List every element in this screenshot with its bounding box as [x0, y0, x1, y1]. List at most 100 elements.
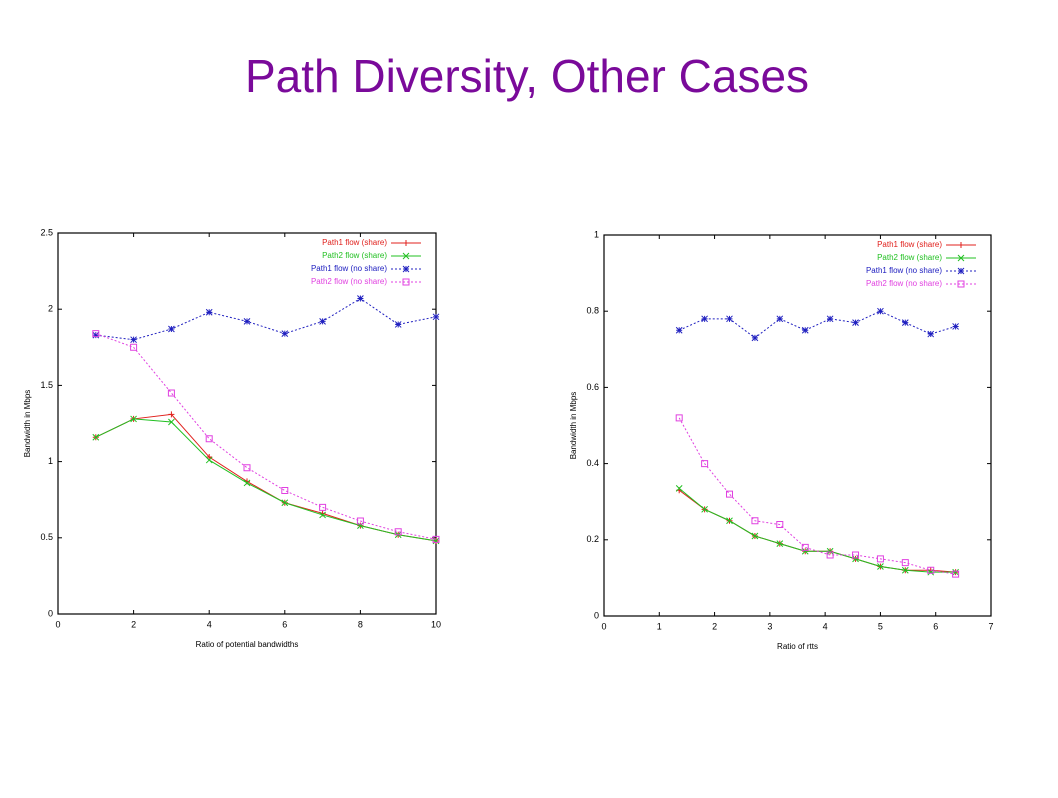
legend-label: Path2 flow (no share) — [866, 279, 942, 288]
x-axis-label: Ratio of rtts — [777, 642, 818, 651]
marker — [243, 318, 251, 325]
marker — [675, 326, 683, 334]
marker — [877, 307, 884, 315]
y-tick-label: 0.6 — [586, 382, 599, 392]
slide-title: Path Diversity, Other Cases — [245, 50, 809, 102]
y-tick-label: 2 — [48, 304, 53, 314]
marker — [281, 499, 289, 507]
marker — [701, 460, 709, 468]
marker — [281, 487, 289, 495]
marker — [852, 551, 860, 559]
marker — [927, 566, 935, 574]
plot-frame — [603, 234, 992, 617]
x-tick-label: 4 — [823, 621, 828, 631]
marker — [826, 315, 834, 323]
y-tick-label: 0 — [594, 610, 599, 620]
legend-label: Path2 flow (share) — [877, 253, 942, 262]
marker — [205, 308, 213, 316]
marker — [402, 265, 410, 273]
series-line — [95, 413, 437, 542]
legend-label: Path1 flow (share) — [877, 240, 942, 249]
x-tick-label: 2 — [131, 619, 136, 629]
y-tick-label: 0 — [48, 608, 53, 618]
series-line — [678, 489, 956, 573]
marker — [801, 547, 809, 555]
marker — [776, 521, 784, 529]
marker — [901, 319, 909, 326]
marker — [394, 321, 402, 328]
marker — [394, 528, 402, 536]
marker — [168, 418, 175, 426]
marker — [319, 511, 326, 519]
marker — [130, 343, 138, 351]
legend-label: Path1 flow (no share) — [866, 266, 942, 275]
marker — [852, 555, 859, 563]
marker — [776, 315, 784, 323]
x-tick-label: 0 — [601, 621, 606, 631]
marker — [958, 242, 964, 248]
x-tick-label: 4 — [207, 619, 212, 629]
x-tick-label: 7 — [988, 621, 993, 631]
marker — [168, 325, 175, 333]
marker — [167, 389, 175, 397]
marker — [701, 315, 708, 323]
marker — [402, 252, 410, 260]
marker — [205, 435, 213, 443]
marker — [751, 532, 759, 540]
marker — [402, 278, 410, 286]
marker — [243, 464, 251, 472]
marker — [957, 254, 965, 262]
marker — [927, 568, 935, 576]
series-line — [678, 487, 956, 573]
marker — [356, 517, 364, 525]
legend-label: Path2 flow (share) — [322, 251, 387, 260]
marker — [776, 540, 784, 547]
y-tick-label: 0.2 — [586, 534, 599, 544]
marker — [319, 503, 327, 511]
series-line — [678, 310, 956, 339]
marker — [432, 537, 440, 545]
marker — [432, 535, 440, 543]
x-tick-label: 8 — [358, 619, 363, 629]
marker — [725, 490, 733, 498]
series-line — [95, 418, 437, 542]
marker — [751, 517, 759, 525]
y-tick-label: 0.8 — [586, 306, 599, 316]
y-axis-label: Bandwidth in Mbps — [23, 390, 32, 458]
marker — [92, 330, 100, 338]
marker — [901, 559, 909, 567]
marker — [92, 433, 100, 441]
marker — [826, 551, 834, 559]
y-tick-label: 0.5 — [40, 532, 53, 542]
legend-label: Path2 flow (no share) — [311, 277, 387, 286]
y-tick-label: 1 — [48, 456, 53, 466]
marker — [701, 505, 708, 513]
x-tick-label: 2 — [712, 621, 717, 631]
marker — [751, 334, 759, 342]
marker — [801, 543, 809, 551]
y-axis-label: Bandwidth in Mbps — [569, 392, 578, 460]
marker — [901, 566, 909, 574]
marker — [168, 411, 175, 418]
marker — [403, 240, 409, 246]
series-line — [95, 333, 437, 540]
marker — [952, 570, 960, 578]
x-axis-label: Ratio of potential bandwidths — [196, 640, 299, 649]
marker — [876, 555, 884, 563]
marker — [130, 415, 137, 423]
marker — [826, 547, 834, 555]
x-tick-label: 6 — [933, 621, 938, 631]
marker — [319, 318, 326, 325]
x-tick-label: 10 — [431, 619, 441, 629]
marker — [852, 319, 859, 326]
x-tick-label: 0 — [55, 619, 60, 629]
marker — [675, 414, 683, 422]
marker — [801, 326, 809, 334]
x-tick-label: 1 — [657, 621, 662, 631]
marker — [205, 456, 213, 464]
marker — [957, 267, 965, 275]
series-line — [678, 417, 956, 575]
marker — [877, 563, 884, 570]
marker — [92, 331, 100, 339]
